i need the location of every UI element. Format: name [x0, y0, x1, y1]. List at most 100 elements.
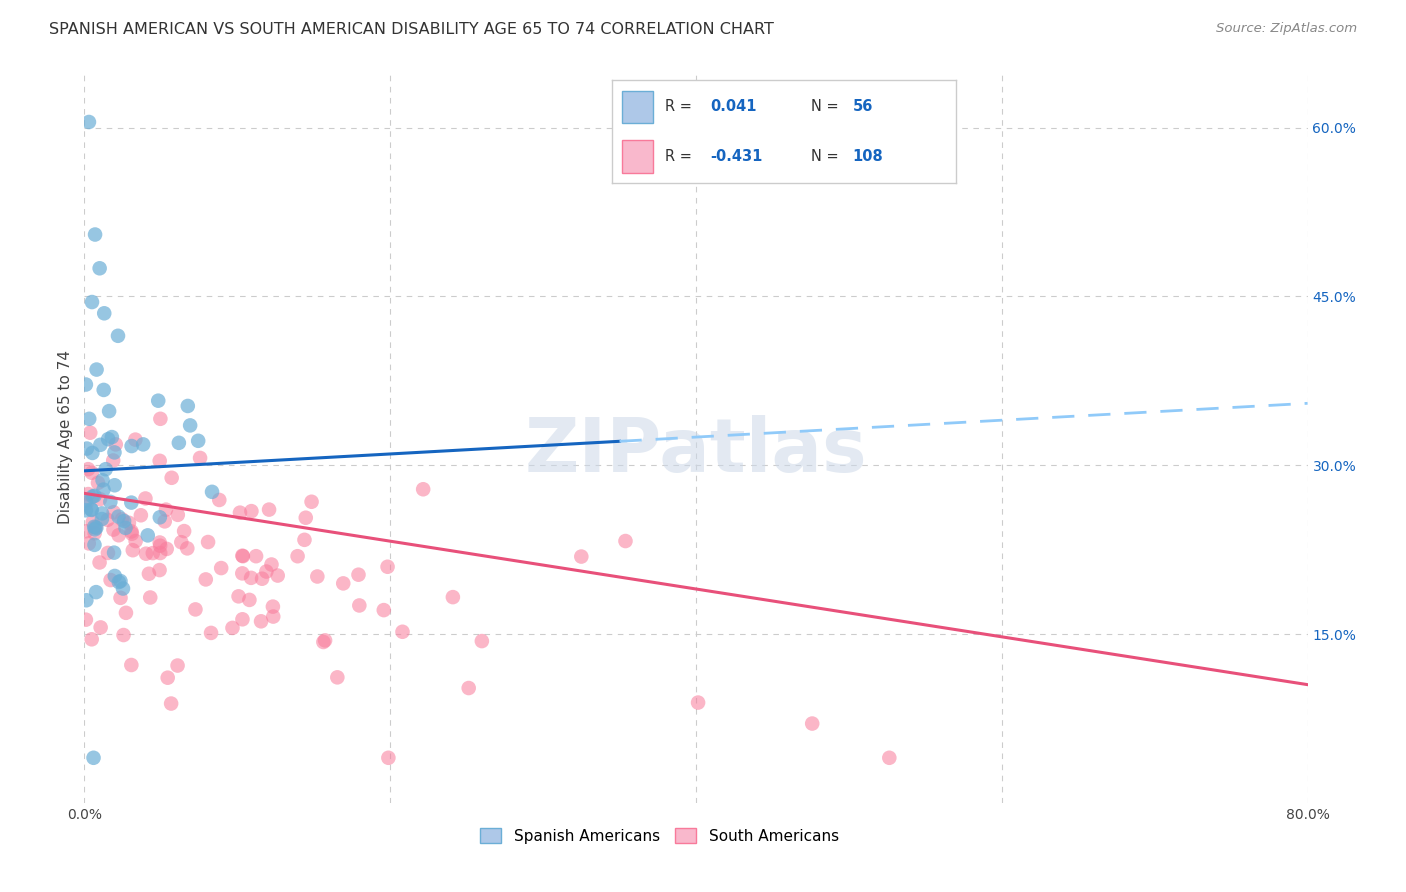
Point	[86, 362, 108, 376]
Point	[77, 487, 100, 501]
Point	[77, 412, 100, 426]
Point	[110, 591, 132, 605]
Point	[120, 658, 142, 673]
Point	[149, 539, 172, 553]
Point	[104, 478, 127, 492]
Point	[231, 566, 253, 581]
Point	[187, 434, 209, 448]
Point	[155, 502, 177, 516]
Point	[349, 599, 371, 613]
Point	[83, 751, 105, 765]
Point	[110, 574, 132, 588]
Point	[294, 510, 316, 524]
Text: N =: N =	[811, 149, 839, 164]
Point	[77, 115, 100, 129]
Point	[156, 671, 179, 685]
Point	[91, 473, 114, 487]
Point	[231, 612, 253, 626]
Point	[179, 418, 201, 433]
Point	[75, 613, 97, 627]
Point	[194, 573, 217, 587]
Point	[136, 528, 159, 542]
Point	[208, 492, 231, 507]
Point	[120, 495, 142, 509]
Point	[314, 633, 336, 648]
Text: 0.041: 0.041	[710, 99, 756, 114]
Point	[97, 546, 120, 560]
Point	[149, 454, 172, 468]
Text: -0.431: -0.431	[710, 149, 762, 164]
Point	[377, 559, 399, 574]
Point	[121, 526, 143, 541]
Point	[84, 227, 107, 242]
Text: R =: R =	[665, 99, 692, 114]
Point	[149, 535, 172, 549]
Point	[112, 628, 135, 642]
Point	[228, 590, 250, 604]
Point	[79, 425, 101, 440]
Text: ZIPatlas: ZIPatlas	[524, 415, 868, 488]
Point	[569, 549, 592, 564]
Point	[232, 549, 254, 564]
Point	[83, 489, 105, 503]
Point	[686, 696, 709, 710]
Point	[614, 534, 637, 549]
Point	[267, 568, 290, 582]
Point	[83, 522, 105, 536]
Point	[326, 670, 349, 684]
Point	[83, 520, 105, 534]
Point	[801, 716, 824, 731]
Point	[142, 546, 165, 560]
Point	[138, 566, 160, 581]
Point	[197, 535, 219, 549]
Point	[238, 593, 260, 607]
Point	[80, 503, 103, 517]
Point	[107, 328, 129, 343]
Point	[76, 442, 98, 456]
Bar	[621, 91, 652, 123]
Point	[75, 524, 97, 539]
Point	[229, 506, 252, 520]
Point	[98, 495, 121, 509]
Point	[221, 621, 243, 635]
Point	[118, 516, 141, 530]
Point	[76, 496, 98, 510]
Point	[75, 593, 97, 607]
Point	[120, 524, 142, 539]
Point	[262, 609, 284, 624]
Point	[75, 377, 97, 392]
Point	[121, 439, 143, 453]
Point	[209, 561, 232, 575]
Point	[332, 576, 354, 591]
Point	[90, 512, 112, 526]
Point	[91, 507, 114, 521]
Point	[160, 471, 183, 485]
Point	[149, 510, 172, 524]
Point	[879, 751, 901, 765]
Bar	[621, 140, 652, 173]
Point	[111, 512, 134, 526]
Point	[148, 393, 170, 408]
Point	[96, 513, 118, 527]
Point	[149, 546, 172, 560]
Point	[75, 503, 97, 517]
Point	[104, 437, 127, 451]
Point	[103, 546, 125, 560]
Point	[98, 404, 121, 418]
Point	[173, 524, 195, 538]
Point	[87, 475, 110, 490]
Point	[170, 535, 193, 549]
Point	[307, 569, 329, 583]
Point	[250, 615, 273, 629]
Point	[312, 635, 335, 649]
Point	[149, 412, 172, 426]
Point	[139, 591, 162, 605]
Point	[89, 261, 111, 276]
Point	[86, 521, 108, 535]
Point	[107, 509, 129, 524]
Point	[250, 572, 273, 586]
Point	[75, 493, 97, 508]
Point	[100, 573, 122, 587]
Point	[89, 438, 111, 452]
Text: SPANISH AMERICAN VS SOUTH AMERICAN DISABILITY AGE 65 TO 74 CORRELATION CHART: SPANISH AMERICAN VS SOUTH AMERICAN DISAB…	[49, 22, 775, 37]
